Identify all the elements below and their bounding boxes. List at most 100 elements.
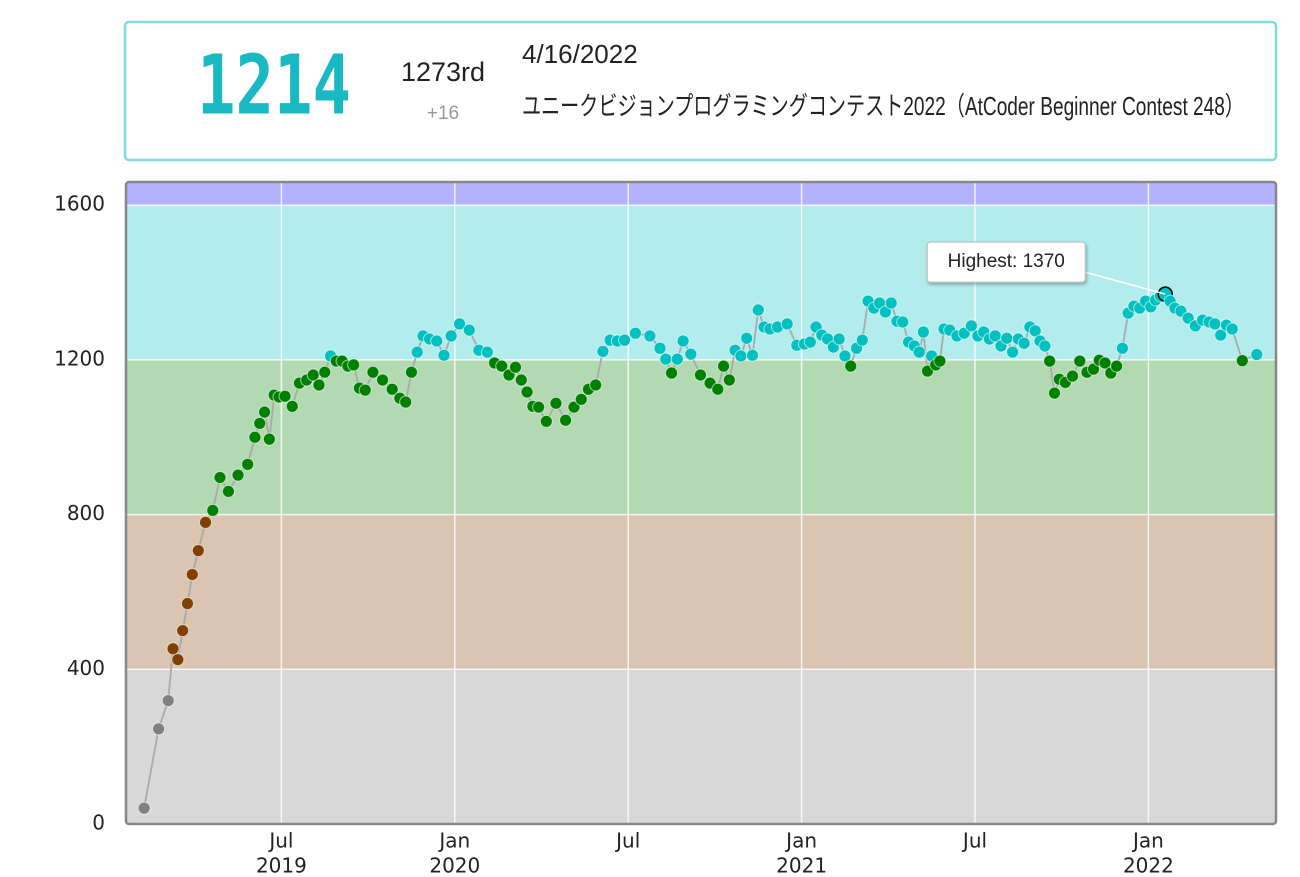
contest-date: 4/16/2022	[522, 39, 638, 69]
rating-point	[838, 349, 852, 363]
highest-label: Highest: 1370	[948, 251, 1065, 272]
rating-point	[206, 503, 220, 517]
rating-point	[964, 319, 978, 333]
x-tick-label: Jul	[961, 829, 987, 853]
rating-point	[221, 484, 235, 498]
rating-point	[520, 385, 534, 399]
rating-point	[508, 360, 522, 374]
rating-point	[480, 345, 494, 359]
rating-point	[1017, 336, 1031, 350]
rating-point	[912, 345, 926, 359]
rating-point	[896, 315, 910, 329]
rating-point	[659, 352, 673, 366]
rating-point	[318, 365, 332, 379]
rating-point	[176, 624, 190, 638]
rating-point	[385, 382, 399, 396]
x-tick-label: 2021	[776, 854, 827, 877]
rating-band	[126, 205, 1276, 360]
rating-point	[358, 383, 372, 397]
rating-point	[589, 378, 603, 392]
rating-point	[262, 432, 276, 446]
rating-point	[399, 395, 413, 409]
rating-point	[285, 399, 299, 413]
rating-point	[185, 568, 199, 582]
rating-point	[670, 352, 684, 366]
rating-point	[711, 382, 725, 396]
rating-point	[161, 694, 175, 708]
rating-point	[684, 347, 698, 361]
rating-point	[347, 358, 361, 372]
rating-point	[404, 365, 418, 379]
rating-point	[1235, 354, 1249, 368]
y-tick-label: 400	[67, 656, 105, 680]
rating-point	[312, 378, 326, 392]
rating-point	[751, 303, 765, 317]
rating-point	[722, 373, 736, 387]
plot-area: Highest: 1370	[126, 182, 1276, 824]
rating-point	[665, 366, 679, 380]
rating-band	[126, 514, 1276, 670]
rating-point	[740, 331, 754, 345]
contest-name: ユニークビジョンプログラミングコンテスト2022（AtCoder Beginne…	[522, 91, 1244, 121]
rating-point	[1043, 354, 1057, 368]
rating-point	[253, 416, 267, 430]
rating-point	[180, 597, 194, 611]
x-tick-label: Jan	[437, 829, 470, 853]
rating-point	[628, 326, 642, 340]
rating-point	[832, 332, 846, 346]
rating-point	[166, 642, 180, 656]
y-tick-label: 800	[67, 501, 105, 525]
rating-point	[643, 329, 657, 343]
rating-point	[653, 341, 667, 355]
rating-point	[539, 414, 553, 428]
x-tick-label: Jan	[784, 829, 817, 853]
rating-point	[717, 359, 731, 373]
rating-point	[532, 400, 546, 414]
rating-point	[803, 335, 817, 349]
rating-point	[1006, 345, 1020, 359]
x-tick-label: Jul	[267, 829, 293, 853]
y-tick-label: 1200	[54, 346, 105, 370]
rating-point	[1073, 354, 1087, 368]
rating-point	[1225, 322, 1239, 336]
rating: 1214	[197, 39, 351, 134]
rating-point	[430, 334, 444, 348]
rating-point	[1250, 347, 1264, 361]
rating-point	[191, 544, 205, 558]
rating-point	[241, 457, 255, 471]
callout-box	[926, 241, 1086, 283]
rating-point	[1038, 339, 1052, 353]
rank: 1273rd	[401, 57, 485, 87]
rating-point	[1066, 369, 1080, 383]
rating-point	[171, 653, 185, 667]
status-panel	[123, 20, 1278, 162]
rating-point	[916, 325, 930, 339]
rating-point	[1110, 359, 1124, 373]
rating-point	[549, 396, 563, 410]
rating-point	[514, 373, 528, 387]
rating-point	[437, 348, 451, 362]
rating-point	[453, 317, 467, 331]
rating-point	[1208, 317, 1222, 331]
rating-point	[855, 333, 869, 347]
rating-point	[213, 470, 227, 484]
rating-point	[596, 344, 610, 358]
rating-point	[574, 392, 588, 406]
rating-point	[618, 333, 632, 347]
rating-point	[780, 317, 794, 331]
rating-point	[152, 722, 166, 736]
rating-point	[444, 329, 458, 343]
x-tick-label: Jan	[1131, 829, 1164, 853]
rating-point	[410, 345, 424, 359]
rating-point	[1115, 341, 1129, 355]
x-tick-label: 2022	[1123, 854, 1174, 877]
rating-point	[933, 354, 947, 368]
rating-point	[199, 515, 213, 529]
rating-point	[1000, 331, 1014, 345]
rating-band	[126, 182, 1276, 206]
rating-point	[366, 365, 380, 379]
rating-point	[559, 413, 573, 427]
callout-line	[1085, 271, 1166, 295]
